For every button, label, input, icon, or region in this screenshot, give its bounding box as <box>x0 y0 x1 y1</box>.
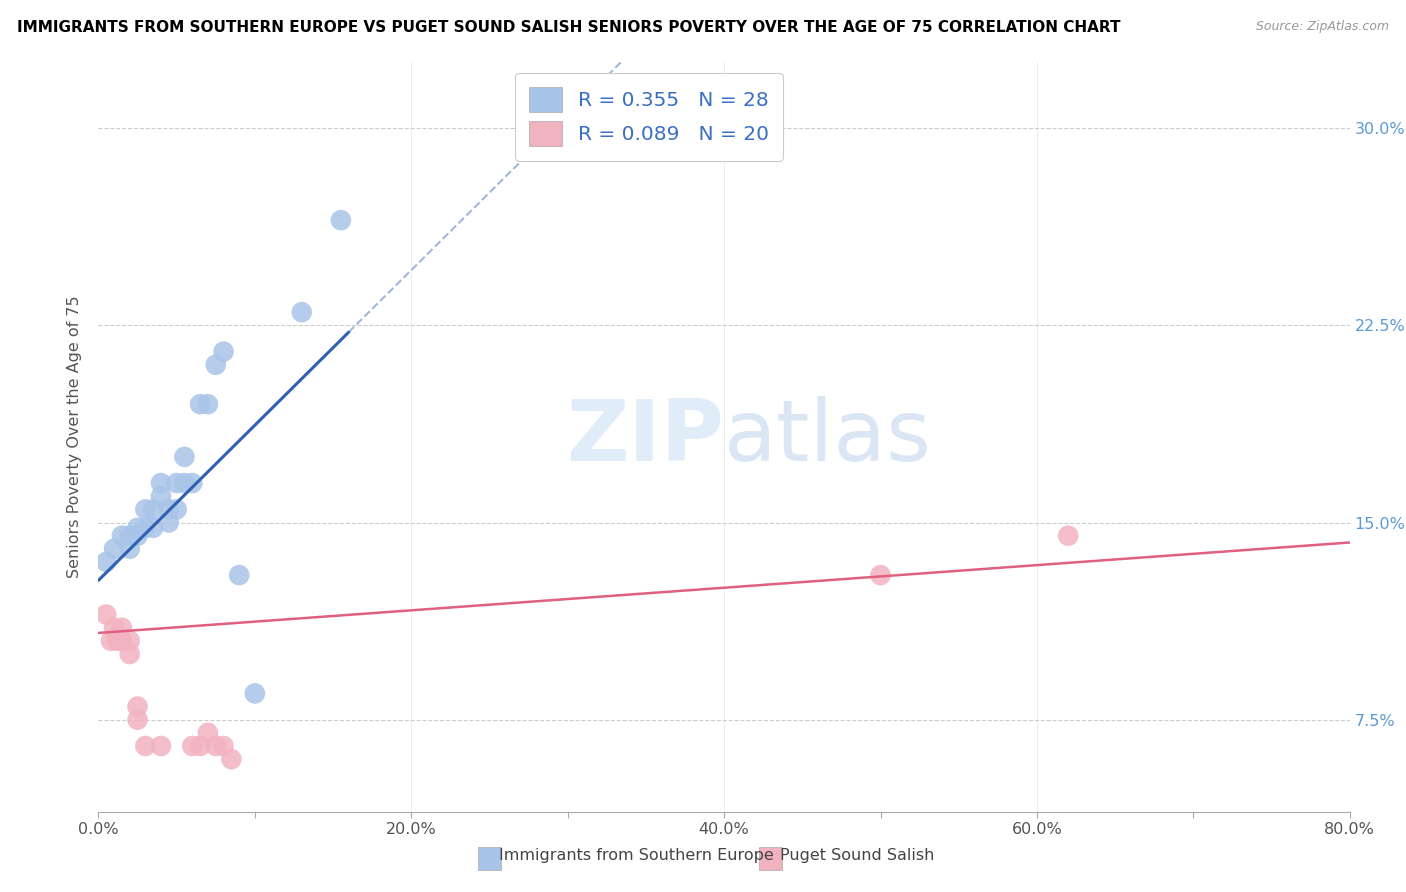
Point <box>150 476 173 491</box>
Point <box>197 397 219 411</box>
Point <box>103 621 125 635</box>
Point <box>204 358 226 372</box>
Point <box>212 344 235 359</box>
Point <box>134 521 156 535</box>
Text: Source: ZipAtlas.com: Source: ZipAtlas.com <box>1256 20 1389 33</box>
Text: IMMIGRANTS FROM SOUTHERN EUROPE VS PUGET SOUND SALISH SENIORS POVERTY OVER THE A: IMMIGRANTS FROM SOUTHERN EUROPE VS PUGET… <box>17 20 1121 35</box>
Point <box>127 699 149 714</box>
Point <box>142 521 165 535</box>
Point <box>100 633 122 648</box>
Point <box>96 607 118 622</box>
Point <box>157 502 180 516</box>
Point <box>188 739 211 753</box>
Point <box>291 305 314 319</box>
Point <box>157 516 180 530</box>
Point <box>188 397 211 411</box>
Point <box>173 450 195 464</box>
Point <box>173 476 195 491</box>
Point <box>329 213 352 227</box>
Point <box>127 713 149 727</box>
Text: ZIP: ZIP <box>567 395 724 479</box>
Point <box>204 739 226 753</box>
Point <box>96 555 118 569</box>
Point <box>150 739 173 753</box>
Point <box>243 686 266 700</box>
Point <box>134 502 156 516</box>
Point <box>127 529 149 543</box>
Point <box>111 621 134 635</box>
Point <box>142 502 165 516</box>
Point <box>228 568 250 582</box>
Point <box>166 502 188 516</box>
Text: atlas: atlas <box>724 395 932 479</box>
Text: Immigrants from Southern Europe: Immigrants from Southern Europe <box>499 847 773 863</box>
Point <box>869 568 891 582</box>
Point <box>150 489 173 503</box>
Point <box>166 476 188 491</box>
Point <box>118 529 141 543</box>
Point <box>127 521 149 535</box>
Point <box>118 541 141 556</box>
Point <box>118 647 141 661</box>
Point <box>111 529 134 543</box>
Point <box>111 633 134 648</box>
Point <box>103 541 125 556</box>
Point <box>212 739 235 753</box>
Point <box>197 726 219 740</box>
Point <box>105 633 128 648</box>
Point <box>181 476 204 491</box>
Point <box>118 633 141 648</box>
Legend: R = 0.355   N = 28, R = 0.089   N = 20: R = 0.355 N = 28, R = 0.089 N = 20 <box>515 72 783 161</box>
Point <box>221 752 243 766</box>
Point <box>1057 529 1080 543</box>
Point <box>181 739 204 753</box>
Point <box>134 739 156 753</box>
Y-axis label: Seniors Poverty Over the Age of 75: Seniors Poverty Over the Age of 75 <box>67 296 83 578</box>
Text: Puget Sound Salish: Puget Sound Salish <box>780 847 935 863</box>
